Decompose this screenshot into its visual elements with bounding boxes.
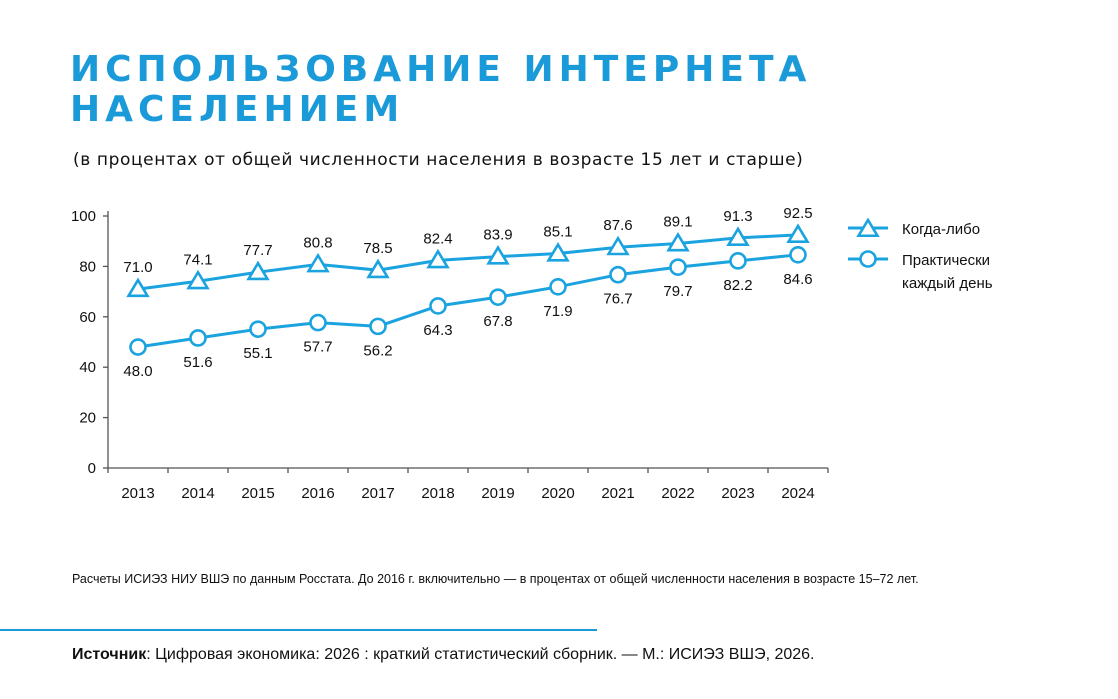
data-label: 78.5 [363,240,392,257]
data-label: 76.7 [603,291,632,308]
circle-marker [309,313,327,332]
x-tick-label: 2016 [301,485,334,502]
legend-triangle-icon [856,217,880,238]
data-label: 51.6 [183,354,212,371]
x-tick-label: 2022 [661,485,694,502]
data-label: 71.0 [123,259,152,276]
x-tick-label: 2024 [781,485,814,502]
x-tick-label: 2015 [241,485,274,502]
data-label: 82.4 [423,230,452,247]
triangle-marker [186,269,210,290]
legend-label-2b: каждый день [902,275,993,292]
circle-marker [369,317,387,336]
triangle-marker [426,248,450,269]
data-label: 67.8 [483,313,512,330]
page-title: ИСПОЛЬЗОВАНИЕ ИНТЕРНЕТА НАСЕЛЕНИЕМ [70,50,811,130]
circle-marker [669,258,687,276]
data-label: 91.3 [723,208,752,225]
y-tick-label: 0 [88,460,96,477]
triangle-marker [546,242,570,262]
x-tick-label: 2019 [481,485,514,502]
data-label: 82.2 [723,277,752,294]
triangle-marker [306,252,330,273]
triangle-marker [486,245,510,265]
triangle-marker [126,277,150,298]
circle-marker [729,252,747,270]
divider [0,629,597,631]
y-tick-label: 60 [79,309,96,326]
circle-marker [789,246,807,264]
legend-label-2a: Практически [902,252,990,269]
y-tick-label: 100 [71,208,96,225]
data-label: 87.6 [603,217,632,234]
data-label: 83.9 [483,227,512,244]
data-label: 80.8 [303,234,332,251]
legend-label-1: Когда-либо [902,221,980,238]
source-label: Источник [72,646,147,663]
data-label: 64.3 [423,322,452,339]
series-line-2 [137,253,799,349]
line-chart: 0 20 40 60 80 100 2013 2014 2015 2016 2017 2018 2019… [71,205,993,502]
y-tick-label: 20 [79,410,96,427]
source-text: : Цифровая экономика: 2026 : краткий ста… [146,646,815,663]
data-label: 85.1 [543,224,572,241]
data-label: 89.1 [663,213,692,230]
x-tick-label: 2021 [601,485,634,502]
circle-marker [489,288,507,306]
x-tick-label: 2018 [421,485,454,502]
circle-marker [609,265,627,284]
data-label: 92.5 [783,205,812,222]
title-line-1: ИСПОЛЬЗОВАНИЕ ИНТЕРНЕТА [70,49,812,90]
data-label: 71.9 [543,303,572,320]
x-tick-label: 2023 [721,485,754,502]
triangle-marker [726,226,750,246]
circle-marker [549,278,567,296]
data-label: 57.7 [303,339,332,356]
source-line: Источник: Цифровая экономика: 2026 : кра… [72,646,815,664]
series-line-1 [137,233,799,291]
circle-marker [429,297,447,315]
data-label: 48.0 [123,363,152,380]
y-tick-label: 40 [79,359,96,376]
data-label: 55.1 [243,345,272,362]
triangle-marker [366,258,390,279]
data-label: 56.2 [363,342,392,359]
circle-marker [189,329,207,347]
chart-subtitle: (в процентах от общей численности населе… [73,150,804,170]
data-label: 79.7 [663,283,692,300]
x-tick-label: 2020 [541,485,574,502]
data-label: 74.1 [183,251,212,268]
circle-marker [249,320,267,338]
x-tick-label: 2014 [181,485,214,502]
footnote: Расчеты ИСИЭЗ НИУ ВШЭ по данным Росстата… [72,572,919,586]
data-label: 84.6 [783,271,812,288]
data-label: 77.7 [243,242,272,259]
legend-circle-icon [859,250,877,268]
x-tick-label: 2017 [361,485,394,502]
y-tick-label: 80 [79,258,96,275]
circle-marker [129,338,147,356]
triangle-marker [246,260,270,281]
triangle-marker [666,231,690,252]
title-line-2: НАСЕЛЕНИЕМ [70,89,405,130]
triangle-marker [786,223,810,243]
triangle-marker [606,235,630,256]
x-tick-label: 2013 [121,485,154,502]
